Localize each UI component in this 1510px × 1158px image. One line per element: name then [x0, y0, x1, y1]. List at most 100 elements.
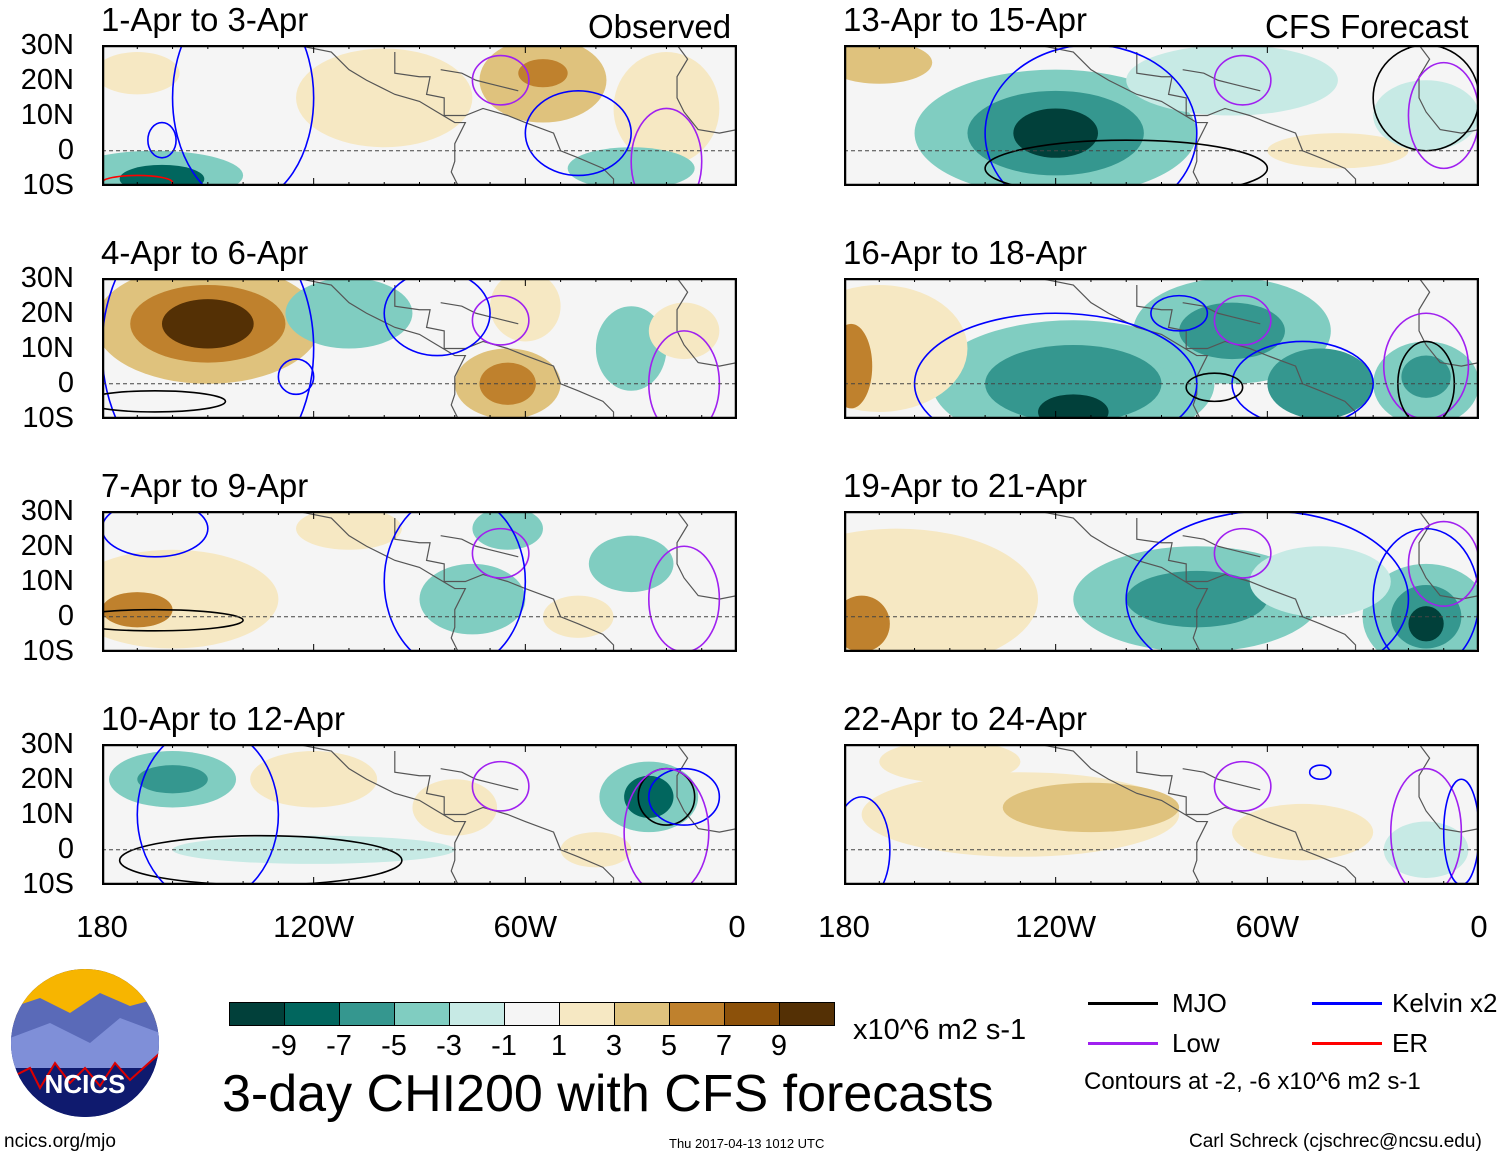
panel-tag-observed: Observed	[588, 8, 732, 45]
wave-contour	[383, 278, 491, 357]
lat-label: 10N	[20, 332, 74, 364]
lon-label: 180	[76, 909, 128, 944]
footer-timestamp: Thu 2017-04-13 1012 UTC	[669, 1136, 825, 1151]
wave-contour	[1125, 511, 1410, 652]
anomaly-region	[250, 751, 378, 808]
figure-title: 3-day CHI200 with CFS forecasts	[222, 1065, 994, 1123]
anomaly-region	[161, 299, 254, 349]
anomaly-region	[1232, 803, 1374, 861]
anomaly-region	[479, 362, 536, 405]
anomaly-region	[588, 535, 674, 593]
colorbar-label: 7	[715, 1030, 733, 1062]
colorbar-label: 3	[605, 1030, 623, 1062]
panel-title: 7-Apr to 9-Apr	[101, 467, 309, 504]
colorbar-swatch	[339, 1002, 395, 1026]
map-panel	[844, 278, 1479, 419]
panel-tag-forecast: CFS Forecast	[1265, 8, 1469, 45]
map-panel	[844, 744, 1479, 885]
colorbar-swatch	[614, 1002, 670, 1026]
anomaly-region	[985, 344, 1162, 419]
panel-title: 22-Apr to 24-Apr	[843, 700, 1087, 737]
coastline	[295, 45, 737, 186]
map-panel	[844, 45, 1479, 186]
lat-label: 20N	[20, 64, 74, 96]
wave-contour	[648, 545, 721, 652]
lat-label: 30N	[20, 495, 74, 527]
coastline	[295, 744, 737, 885]
lat-label: 0	[57, 367, 74, 399]
colorbar-swatch	[394, 1002, 450, 1026]
colorbar-label: 9	[770, 1030, 788, 1062]
legend-er: ER	[1392, 1028, 1429, 1058]
legend-er-line	[1312, 1042, 1382, 1045]
wave-contour	[102, 390, 227, 413]
legend-mjo-line	[1088, 1002, 1158, 1005]
wave-contour	[984, 139, 1269, 186]
wave-contour	[1213, 760, 1272, 812]
wave-contour	[1407, 520, 1479, 607]
wave-contour	[171, 45, 315, 186]
anomaly-region	[844, 323, 873, 409]
panel-title: 16-Apr to 18-Apr	[843, 234, 1087, 271]
colorbar-swatch	[449, 1002, 505, 1026]
anomaly-region	[1408, 606, 1444, 642]
anomaly-region	[879, 744, 1021, 783]
colorbar-label: -3	[436, 1030, 462, 1062]
legend-kelvin-line	[1312, 1002, 1382, 1005]
anomaly-region	[1401, 355, 1451, 398]
anomaly-region	[1126, 570, 1268, 628]
ncics-logo: NCICS	[11, 969, 159, 1117]
anomaly-region	[1126, 45, 1338, 116]
wave-contour	[1213, 527, 1272, 579]
map-panel	[102, 45, 737, 186]
lon-label: 120W	[1015, 909, 1097, 944]
coastline	[295, 278, 737, 419]
wave-contour	[984, 45, 1198, 186]
wave-contour	[471, 760, 530, 812]
lat-label: 10S	[22, 169, 74, 201]
lat-label: 20N	[20, 763, 74, 795]
anomaly-region	[296, 511, 402, 550]
wave-contour	[471, 527, 530, 579]
wave-contour	[630, 107, 703, 186]
colorbar-label: -7	[326, 1030, 352, 1062]
legend-kelvin: Kelvin x2	[1392, 988, 1498, 1018]
anomaly-region	[1249, 546, 1391, 617]
coastline	[1037, 278, 1479, 419]
anomaly-region	[137, 765, 208, 794]
anomaly-region	[844, 45, 933, 84]
anomaly-region	[119, 164, 205, 186]
wave-contour	[147, 121, 177, 159]
wave-contour	[277, 358, 315, 396]
colorbar-swatch	[669, 1002, 725, 1026]
lon-label: 60W	[493, 909, 558, 944]
anomaly-region	[1013, 108, 1098, 158]
colorbar-label: -9	[271, 1030, 297, 1062]
panel-title: 19-Apr to 21-Apr	[843, 467, 1087, 504]
coastline	[295, 511, 737, 652]
anomaly-region	[844, 285, 968, 412]
lon-label: 0	[728, 909, 746, 944]
map-panel	[844, 511, 1479, 652]
wave-contour	[1213, 294, 1272, 346]
lat-label: 0	[57, 134, 74, 166]
colorbar-label: 1	[550, 1030, 568, 1062]
anomaly-region	[595, 306, 667, 391]
footer-url[interactable]: ncics.org/mjo	[4, 1131, 116, 1152]
legend-low-line	[1088, 1042, 1158, 1045]
lon-label: 60W	[1235, 909, 1300, 944]
coastline	[1037, 511, 1479, 652]
colorbar-swatch	[284, 1002, 340, 1026]
wave-contour	[1390, 767, 1463, 885]
wave-contour	[102, 608, 244, 632]
anomaly-region	[285, 278, 413, 349]
lat-label: 20N	[20, 297, 74, 329]
wave-contour	[1382, 312, 1470, 419]
wave-contour	[648, 767, 721, 826]
map-panel	[102, 744, 737, 885]
lat-label: 10S	[22, 868, 74, 900]
lat-label: 10S	[22, 402, 74, 434]
anomaly-region	[1179, 302, 1285, 360]
colorbar-label: 5	[660, 1030, 678, 1062]
svg-text:NCICS: NCICS	[45, 1069, 126, 1099]
